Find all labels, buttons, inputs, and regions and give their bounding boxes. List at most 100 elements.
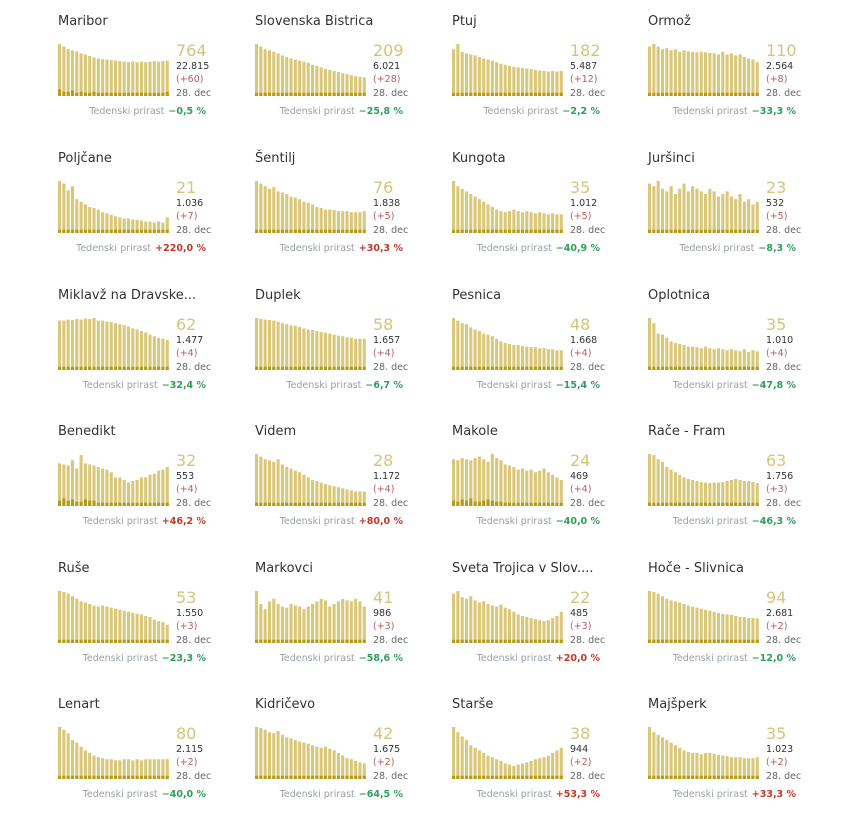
- date-label: 28. dec: [176, 225, 212, 236]
- sparkline-bars: [255, 181, 366, 233]
- municipality-title: Makole: [452, 424, 498, 439]
- active-cases-bar: [734, 350, 738, 370]
- daily-cases-bar: [79, 775, 83, 779]
- daily-cases-bar: [302, 229, 306, 233]
- active-cases-value: 23: [766, 178, 787, 197]
- daily-cases-bar: [83, 639, 87, 643]
- active-cases-bar: [285, 737, 289, 779]
- active-cases-bar: [660, 188, 665, 233]
- active-cases-bar: [546, 71, 550, 96]
- daily-cases-bar: [289, 502, 293, 506]
- active-cases-bar: [456, 732, 460, 779]
- active-cases-bar: [345, 489, 349, 506]
- daily-cases-bar: [341, 502, 345, 506]
- daily-cases-bar: [336, 92, 340, 96]
- daily-cases-bar: [161, 775, 165, 779]
- weekly-growth-value: −12,0 %: [751, 653, 796, 664]
- daily-cases-bar: [88, 775, 92, 779]
- active-cases-bar: [62, 46, 66, 96]
- daily-cases-bar: [546, 502, 550, 506]
- daily-cases-bar: [105, 229, 109, 233]
- daily-cases-bar: [161, 366, 165, 370]
- sparkline-bars: [648, 318, 759, 370]
- daily-cases-bar: [704, 502, 708, 506]
- daily-cases-bar: [272, 775, 276, 779]
- daily-cases-bar: [747, 92, 751, 96]
- daily-cases-bar: [96, 229, 100, 233]
- active-cases-bar: [538, 620, 542, 643]
- active-cases-bar: [712, 482, 716, 506]
- daily-cases-bar: [144, 92, 148, 96]
- active-cases-bar: [529, 469, 533, 506]
- daily-cases-bar: [542, 366, 546, 370]
- daily-cases-bar: [738, 229, 742, 233]
- active-cases-bar: [546, 472, 550, 506]
- daily-cases-bar: [114, 639, 118, 643]
- daily-cases-bar: [648, 366, 652, 370]
- daily-cases-bar: [122, 639, 126, 643]
- active-cases-bar: [542, 71, 546, 96]
- sparkline-bars: [255, 44, 366, 96]
- daily-cases-bar: [691, 775, 695, 779]
- weekly-growth-label: Tedenski prirast: [672, 106, 748, 117]
- active-cases-bar: [255, 318, 259, 370]
- daily-cases-bar: [259, 639, 263, 643]
- active-cases-bar: [695, 481, 699, 506]
- daily-cases-bar: [323, 639, 328, 643]
- active-cases-bar: [669, 600, 673, 643]
- daily-cases-bar: [280, 775, 284, 779]
- daily-cases-bar: [652, 366, 656, 370]
- date-label: 28. dec: [570, 225, 606, 236]
- active-cases-bar: [456, 44, 460, 96]
- active-cases-bar: [695, 52, 699, 96]
- daily-cases-bar: [678, 92, 682, 96]
- active-cases-bar: [499, 341, 503, 370]
- daily-cases-bar: [520, 775, 525, 779]
- active-cases-bar: [559, 611, 563, 643]
- daily-cases-bar: [101, 229, 105, 233]
- daily-cases-bar: [652, 639, 656, 643]
- daily-cases-bar: [533, 775, 537, 779]
- daily-cases-bar: [255, 639, 259, 643]
- municipality-card: Maribor 764 22.815 (+60) 28. dec Tedenski pri…: [58, 14, 248, 134]
- active-cases-bar: [358, 601, 362, 643]
- municipality-title: Ptuj: [452, 14, 477, 29]
- active-cases-bar: [349, 337, 353, 370]
- daily-cases-bar: [126, 775, 131, 779]
- date-label: 28. dec: [570, 498, 606, 509]
- daily-cases-bar: [315, 775, 319, 779]
- daily-cases-bar: [742, 502, 746, 506]
- daily-cases-bar: [62, 229, 66, 233]
- active-cases-bar: [555, 615, 559, 643]
- active-cases-bar: [691, 186, 695, 233]
- active-cases-value: 41: [373, 588, 394, 607]
- daily-cases-bar: [66, 366, 70, 370]
- daily-cases-bar: [62, 366, 66, 370]
- daily-cases-bar: [516, 639, 520, 643]
- daily-cases-bar: [302, 366, 306, 370]
- active-cases-bar: [362, 763, 366, 779]
- daily-cases-bar: [695, 502, 699, 506]
- daily-cases-bar: [533, 229, 537, 233]
- daily-cases-bar: [345, 639, 349, 643]
- daily-cases-bar: [734, 366, 738, 370]
- active-cases-value: 32: [176, 451, 197, 470]
- daily-cases-bar: [542, 775, 546, 779]
- daily-cases-bar: [66, 229, 70, 233]
- municipality-title: Starše: [452, 697, 494, 712]
- daily-cases-bar: [135, 639, 139, 643]
- daily-cases-bar: [555, 92, 559, 96]
- daily-cases-bar: [96, 639, 100, 643]
- daily-cases-bar: [267, 775, 272, 779]
- daily-cases-bar: [96, 366, 100, 370]
- active-cases-bar: [482, 459, 486, 506]
- daily-cases-bar: [503, 639, 507, 643]
- daily-cases-bar: [686, 775, 690, 779]
- daily-cases-bar: [452, 775, 456, 779]
- active-cases-bar: [660, 49, 665, 96]
- daily-cases-bar: [538, 229, 542, 233]
- active-cases-bar: [276, 459, 280, 506]
- active-cases-bar: [272, 320, 276, 370]
- active-cases-bar: [755, 351, 759, 370]
- active-cases-bar: [473, 329, 477, 370]
